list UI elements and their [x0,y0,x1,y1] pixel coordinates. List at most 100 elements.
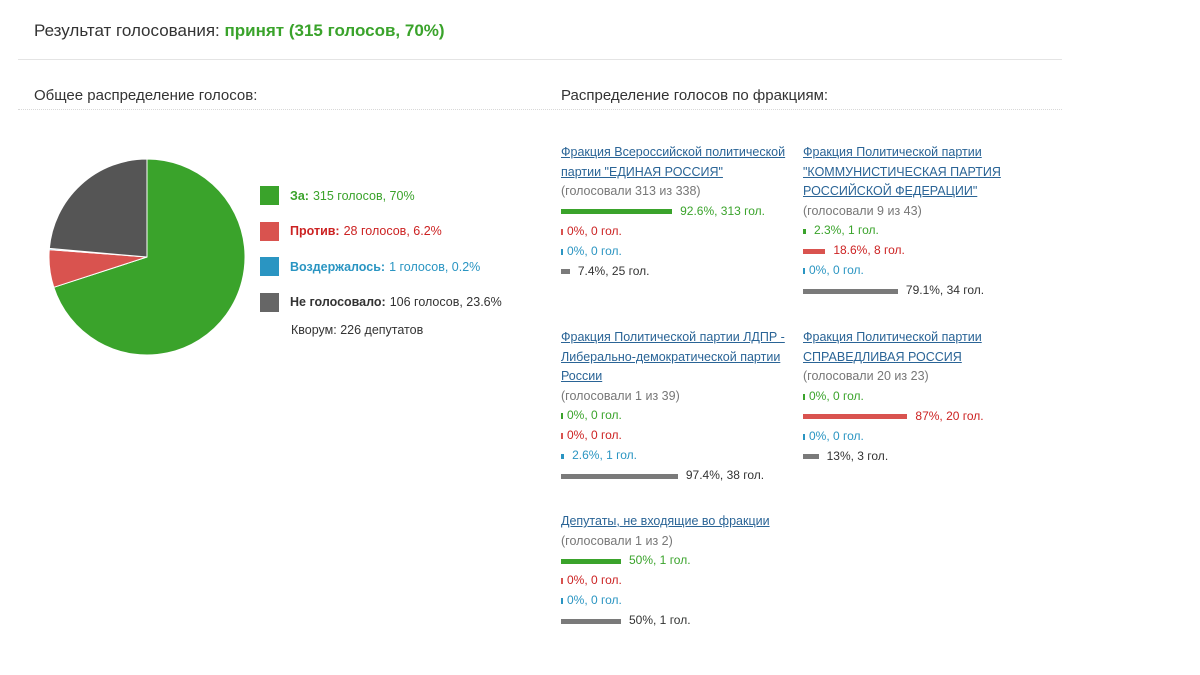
ne-bar [803,454,819,459]
faction-protiv-row: 0%, 0 гол. [561,426,786,446]
divider [18,59,1062,60]
ne-bar [561,618,621,624]
ne-value: 13%, 3 гол. [826,448,889,463]
faction-vozderzh-row: 0%, 0 гол. [561,591,786,611]
protiv-bar [561,578,563,584]
legend-label: Не голосовало: [290,295,386,310]
za-bar [803,228,806,234]
vozderzh-value: 0%, 0 гол. [567,243,622,258]
divider [18,109,1062,110]
pie-slice-za [53,158,246,356]
faction-ne-row: 50%, 1 гол. [561,611,786,631]
legend-item-za: За: 315 голосов, 70% [260,178,502,214]
protiv-value: 0%, 0 гол. [567,428,622,443]
faction-vozderzh-row: 2.6%, 1 гол. [561,446,786,466]
faction-ne-row: 97.4%, 38 гол. [561,466,786,486]
legend-value: 106 голосов, 23.6% [389,295,502,310]
vozderzh-value: 0%, 0 гол. [809,263,864,278]
ne-bar [561,473,678,479]
legend-value: 1 голосов, 0.2% [389,259,481,274]
legend-value: 28 голосов, 6.2% [343,224,442,239]
faction-link[interactable]: Фракция Политической партии "КОММУНИСТИЧ… [803,145,1001,198]
vozderzh-bar [803,268,805,274]
faction-za-row: 92.6%, 313 гол. [561,202,786,222]
faction-za-row: 50%, 1 гол. [561,551,786,571]
quorum: Кворум: 226 депутатов [291,323,424,337]
legend-swatch-protiv [260,221,279,241]
faction-za-row: 0%, 0 гол. [803,387,1028,407]
vozderzh-value: 2.6%, 1 гол. [572,448,637,463]
faction-block: Фракция Политической партии "КОММУНИСТИЧ… [803,143,1028,301]
ne-bar [561,269,570,274]
ne-value: 79.1%, 34 гол. [905,283,985,298]
vozderzh-bar [803,433,805,440]
protiv-bar [561,433,563,439]
faction-link[interactable]: Фракция Политической партии СПРАВЕДЛИВАЯ… [803,330,982,364]
faction-protiv-row: 18.6%, 8 гол. [803,241,1028,261]
legend-swatch-za [260,186,279,206]
protiv-value: 0%, 0 гол. [567,573,622,588]
pie-slice-ne [48,158,148,258]
legend-label: Против: [290,224,340,239]
za-bar [561,558,621,564]
za-bar [561,209,673,214]
legend-swatch-vozderzh [260,257,279,277]
protiv-value: 0%, 0 гол. [567,223,622,238]
vote-result-label: Результат голосования: [34,21,220,40]
faction-protiv-row: 0%, 0 гол. [561,571,786,591]
faction-block: Фракция Всероссийской политической парти… [561,143,786,282]
za-bar [803,393,805,400]
vozderzh-value: 0%, 0 гол. [567,593,622,608]
faction-stat: (голосовали 9 из 43) [803,203,922,218]
factions-title: Распределение голосов по фракциям: [561,87,829,104]
za-bar [561,413,563,419]
vozderzh-bar [561,248,563,255]
faction-ne-row: 13%, 3 гол. [803,447,1028,467]
faction-vozderzh-row: 0%, 0 гол. [561,242,786,262]
vozderzh-bar [561,598,563,604]
ne-value: 97.4%, 38 гол. [685,468,765,483]
vozderzh-value: 0%, 0 гол. [809,428,864,443]
legend-value: 315 голосов, 70% [312,188,415,203]
za-value: 2.3%, 1 гол. [814,223,879,238]
faction-stat: (голосовали 313 из 338) [561,184,701,198]
faction-ne-row: 79.1%, 34 гол. [803,281,1028,301]
faction-link[interactable]: Фракция Политической партии ЛДПР - Либер… [561,330,785,383]
pie-legend: За: 315 голосов, 70% Против: 28 голосов,… [260,178,502,320]
legend-label: Воздержалось: [290,259,386,274]
overall-title: Общее распределение голосов: [34,87,258,104]
faction-ne-row: 7.4%, 25 гол. [561,262,786,282]
faction-stat: (голосовали 1 из 2) [561,533,673,548]
vote-result: Результат голосования: принят (315 голос… [34,21,445,41]
faction-block: Фракция Политической партии СПРАВЕДЛИВАЯ… [803,328,1028,467]
faction-link[interactable]: Депутаты, не входящие во фракции [561,514,770,528]
faction-block: Фракция Политической партии ЛДПР - Либер… [561,328,786,486]
ne-bar [803,288,898,294]
faction-vozderzh-row: 0%, 0 гол. [803,261,1028,281]
faction-link[interactable]: Фракция Всероссийской политической парти… [561,145,786,179]
protiv-bar [561,228,563,235]
faction-za-row: 2.3%, 1 гол. [803,221,1028,241]
vote-result-status: принят (315 голосов, 70%) [224,21,445,40]
za-value: 0%, 0 гол. [809,388,864,403]
faction-stat: (голосовали 20 из 23) [803,369,929,383]
za-value: 0%, 0 гол. [567,408,622,423]
faction-vozderzh-row: 0%, 0 гол. [803,427,1028,447]
legend-item-protiv: Против: 28 голосов, 6.2% [260,214,502,250]
ne-value: 50%, 1 гол. [629,613,691,628]
ne-value: 7.4%, 25 гол. [577,263,650,278]
protiv-bar [803,248,826,254]
faction-block: Депутаты, не входящие во фракции (голосо… [561,512,786,631]
faction-za-row: 0%, 0 гол. [561,406,786,426]
protiv-bar [803,414,908,419]
legend-label: За: [290,188,309,203]
za-value: 92.6%, 313 гол. [680,203,766,218]
faction-protiv-row: 87%, 20 гол. [803,407,1028,427]
faction-protiv-row: 0%, 0 гол. [561,222,786,242]
vote-pie-chart [48,158,246,356]
za-value: 50%, 1 гол. [629,553,691,568]
faction-stat: (голосовали 1 из 39) [561,388,680,403]
legend-item-ne: Не голосовало: 106 голосов, 23.6% [260,285,502,321]
protiv-value: 87%, 20 гол. [915,408,984,423]
legend-item-vozderzh: Воздержалось: 1 голосов, 0.2% [260,249,502,285]
